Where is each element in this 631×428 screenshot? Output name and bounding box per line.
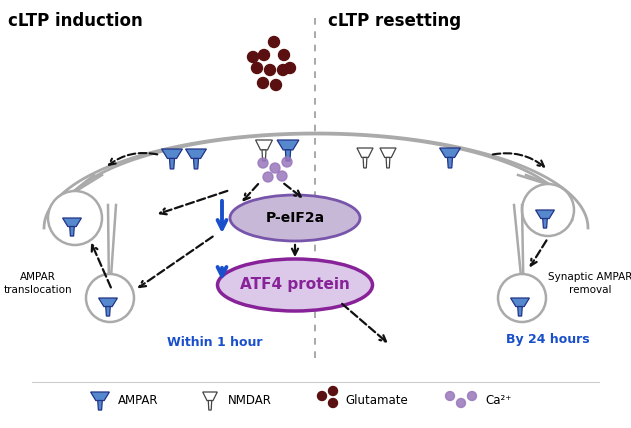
Polygon shape [106,306,110,316]
Ellipse shape [230,195,360,241]
Circle shape [456,398,466,407]
Text: Glutamate: Glutamate [345,393,408,407]
Polygon shape [194,158,199,169]
Polygon shape [380,148,396,158]
Circle shape [278,65,288,75]
Polygon shape [62,218,81,226]
Polygon shape [69,226,74,236]
Circle shape [277,171,287,181]
Text: P-eIF2a: P-eIF2a [266,211,324,225]
Circle shape [285,62,295,74]
Circle shape [48,191,102,245]
Circle shape [270,163,280,173]
Text: AMPAR: AMPAR [118,393,158,407]
Circle shape [258,158,268,168]
Text: cLTP resetting: cLTP resetting [328,12,461,30]
Text: AMPAR
translocation: AMPAR translocation [4,272,73,295]
Circle shape [269,36,280,48]
Polygon shape [536,210,555,219]
Circle shape [329,386,338,395]
Circle shape [259,50,269,60]
Circle shape [522,184,574,236]
Circle shape [263,172,273,182]
Circle shape [86,274,134,322]
Circle shape [264,65,276,75]
Circle shape [445,392,454,401]
Polygon shape [517,306,522,316]
Polygon shape [363,158,367,168]
Polygon shape [98,298,117,306]
Text: NMDAR: NMDAR [228,393,272,407]
Circle shape [278,50,290,60]
Polygon shape [98,401,102,410]
Circle shape [247,51,259,62]
Polygon shape [170,158,175,169]
Polygon shape [162,149,182,158]
Polygon shape [510,298,529,306]
Circle shape [252,62,262,74]
Polygon shape [440,148,461,158]
Circle shape [329,398,338,407]
Text: Synaptic AMPAR
removal: Synaptic AMPAR removal [548,272,631,295]
Polygon shape [447,158,452,168]
Polygon shape [386,158,390,168]
Polygon shape [262,150,266,161]
Polygon shape [186,149,206,158]
Text: Within 1 hour: Within 1 hour [167,336,262,348]
Text: cLTP induction: cLTP induction [8,12,143,30]
Circle shape [468,392,476,401]
Polygon shape [277,140,299,150]
Polygon shape [203,392,217,401]
Polygon shape [357,148,373,158]
Circle shape [271,80,281,90]
Circle shape [498,274,546,322]
Polygon shape [543,219,547,228]
Circle shape [282,157,292,167]
Circle shape [257,77,269,89]
Polygon shape [91,392,109,401]
Polygon shape [285,150,291,161]
Text: ATF4 protein: ATF4 protein [240,277,350,292]
Polygon shape [208,401,212,410]
Text: By 24 hours: By 24 hours [506,333,590,347]
Text: Ca²⁺: Ca²⁺ [485,393,511,407]
Polygon shape [256,140,273,150]
Ellipse shape [218,259,372,311]
Circle shape [317,392,326,401]
